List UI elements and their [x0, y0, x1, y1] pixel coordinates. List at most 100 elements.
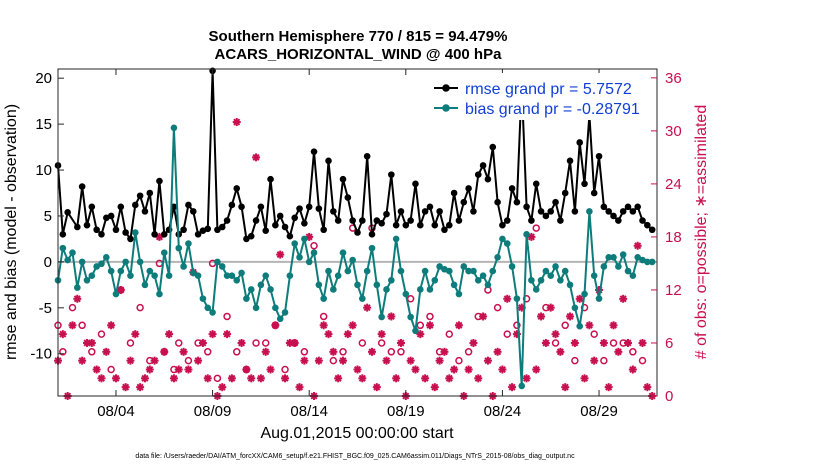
- obs-assimilated-marker: [445, 374, 454, 383]
- bias-point: [93, 263, 100, 270]
- tick-layer: 08/04 08/09 08/14 08/19 08/24 08/29 -10 -5 0 5 10 1…: [30, 69, 682, 420]
- rmse-point: [252, 217, 260, 224]
- bias-point: [460, 263, 468, 270]
- obs-possible-marker: [513, 321, 521, 330]
- bias-point: [59, 244, 67, 252]
- rmse-point: [595, 152, 603, 160]
- bias-point: [619, 251, 627, 258]
- rmse-point: [455, 217, 463, 224]
- rmse-point: [88, 203, 96, 211]
- bias-point: [378, 313, 385, 321]
- rmse-point: [310, 148, 318, 155]
- rmse-point: [180, 226, 187, 234]
- y-axis-left-label: rmse and bias (model - observation): [3, 104, 20, 360]
- obs-possible-marker: [319, 312, 328, 321]
- bias-point: [301, 235, 308, 243]
- rmse-point: [305, 203, 313, 211]
- bias-point: [489, 267, 497, 275]
- rmse-point: [605, 208, 612, 215]
- obs-assimilated-marker: [508, 383, 517, 392]
- bias-point: [74, 284, 81, 291]
- bias-point: [610, 254, 617, 261]
- obs-assimilated-marker: [145, 365, 154, 374]
- bias-point: [325, 267, 332, 275]
- bias-point: [547, 272, 555, 279]
- obs-assimilated-marker: [271, 321, 280, 330]
- rmse-point: [528, 217, 535, 224]
- bias-point: [470, 267, 477, 275]
- rmse-point: [301, 220, 308, 227]
- rmse-point: [64, 208, 71, 216]
- rmse-point: [339, 175, 347, 183]
- obs-assimilated-marker: [339, 356, 348, 365]
- rmse-point: [107, 212, 115, 220]
- bias-point: [629, 272, 637, 279]
- obs-possible-marker: [59, 348, 67, 356]
- obs-assimilated-marker: [358, 374, 367, 383]
- bias-point: [450, 281, 458, 289]
- bias-point: [552, 263, 559, 270]
- y-right-tick-label: 18: [665, 229, 682, 246]
- rmse-point: [619, 208, 627, 215]
- bias-point: [537, 276, 545, 284]
- bias-point: [368, 244, 376, 252]
- rmse-point: [489, 143, 497, 151]
- bias-point: [586, 208, 593, 215]
- bias-point: [257, 281, 265, 289]
- obs-assimilated-marker: [208, 330, 217, 339]
- obs-assimilated-marker: [343, 330, 352, 339]
- obs-assimilated-marker: [493, 347, 502, 356]
- obs-possible-marker: [107, 365, 115, 374]
- obs-assimilated-marker: [566, 312, 575, 321]
- rmse-point: [581, 180, 588, 188]
- obs-assimilated-marker: [169, 374, 178, 383]
- rmse-point: [474, 171, 482, 178]
- bias-point: [98, 260, 105, 268]
- bias-point: [156, 290, 163, 298]
- bias-point: [281, 309, 289, 316]
- rmse-point: [78, 183, 86, 190]
- rmse-point: [83, 221, 91, 229]
- rmse-point: [160, 231, 168, 238]
- y-left-tick-label: 20: [35, 70, 52, 87]
- rmse-point: [359, 217, 366, 224]
- rmse-point: [392, 221, 400, 229]
- obs-possible-marker: [609, 339, 618, 347]
- obs-possible-marker: [339, 348, 347, 356]
- rmse-point: [112, 226, 120, 234]
- bias-point: [194, 272, 202, 279]
- obs-assimilated-marker: [281, 374, 290, 383]
- obs-possible-marker: [136, 303, 144, 312]
- obs-possible-marker: [281, 365, 289, 374]
- obs-possible-marker: [629, 348, 637, 356]
- obs-assimilated-marker: [314, 356, 323, 365]
- obs-possible-marker: [377, 339, 386, 347]
- bias-point: [262, 272, 270, 279]
- obs-assimilated-marker: [498, 365, 507, 374]
- rmse-point: [267, 175, 274, 183]
- obs-possible-marker: [561, 321, 569, 330]
- obs-assimilated-marker: [372, 383, 381, 392]
- obs-assimilated-marker: [570, 338, 579, 347]
- rmse-point: [315, 205, 323, 212]
- bias-point: [518, 382, 526, 390]
- y-right-tick-label: 30: [665, 123, 682, 140]
- rmse-point: [383, 210, 390, 218]
- obs-assimilated-marker: [382, 356, 391, 365]
- bias-point: [69, 249, 76, 257]
- obs-assimilated-marker: [628, 365, 637, 374]
- bias-point: [175, 244, 183, 252]
- obs-possible-marker: [406, 295, 415, 303]
- bias-point: [272, 304, 279, 312]
- bias-point: [223, 272, 231, 279]
- bias-point: [445, 267, 453, 275]
- rmse-point: [610, 212, 617, 220]
- rmse-point: [218, 223, 226, 231]
- rmse-point: [436, 208, 443, 215]
- bias-point: [508, 263, 516, 270]
- rmse-point: [378, 220, 385, 227]
- obs-assimilated-marker: [334, 374, 343, 383]
- rmse-point: [354, 229, 361, 236]
- rmse-point: [416, 221, 424, 229]
- bias-point: [402, 290, 410, 298]
